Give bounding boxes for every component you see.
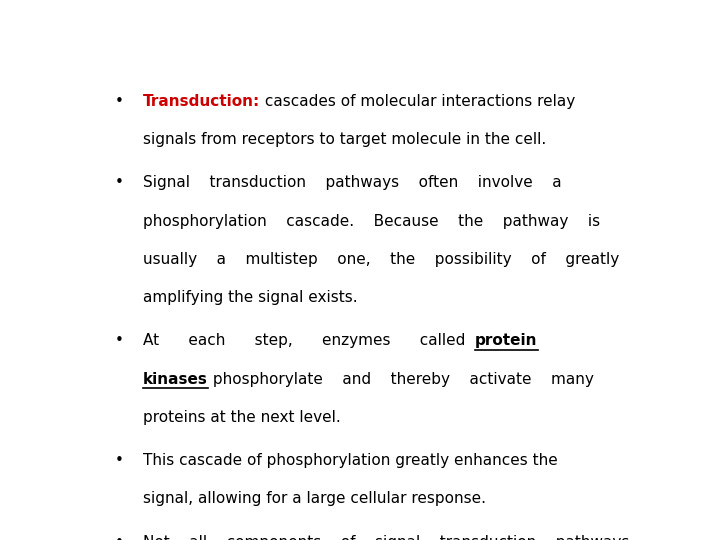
Text: •: • [115, 94, 124, 109]
Text: •: • [115, 535, 124, 540]
Text: phosphorylate    and    thereby    activate    many: phosphorylate and thereby activate many [208, 372, 594, 387]
Text: amplifying the signal exists.: amplifying the signal exists. [143, 290, 358, 305]
Text: •: • [115, 453, 124, 468]
Text: At      each      step,      enzymes      called: At each step, enzymes called [143, 333, 475, 348]
Text: signals from receptors to target molecule in the cell.: signals from receptors to target molecul… [143, 132, 546, 147]
Text: Transduction:: Transduction: [143, 94, 260, 109]
Text: protein: protein [475, 333, 538, 348]
Text: proteins at the next level.: proteins at the next level. [143, 410, 341, 425]
Text: •: • [115, 333, 124, 348]
Text: This cascade of phosphorylation greatly enhances the: This cascade of phosphorylation greatly … [143, 453, 558, 468]
Text: cascades of molecular interactions relay: cascades of molecular interactions relay [260, 94, 575, 109]
Text: signal, allowing for a large cellular response.: signal, allowing for a large cellular re… [143, 491, 486, 507]
Text: Signal    transduction    pathways    often    involve    a: Signal transduction pathways often invol… [143, 176, 562, 191]
Text: Not    all    components    of    signal    transduction    pathways: Not all components of signal transductio… [143, 535, 629, 540]
Text: kinases: kinases [143, 372, 208, 387]
Text: phosphorylation    cascade.    Because    the    pathway    is: phosphorylation cascade. Because the pat… [143, 214, 600, 228]
Text: •: • [115, 176, 124, 191]
Text: usually    a    multistep    one,    the    possibility    of    greatly: usually a multistep one, the possibility… [143, 252, 619, 267]
